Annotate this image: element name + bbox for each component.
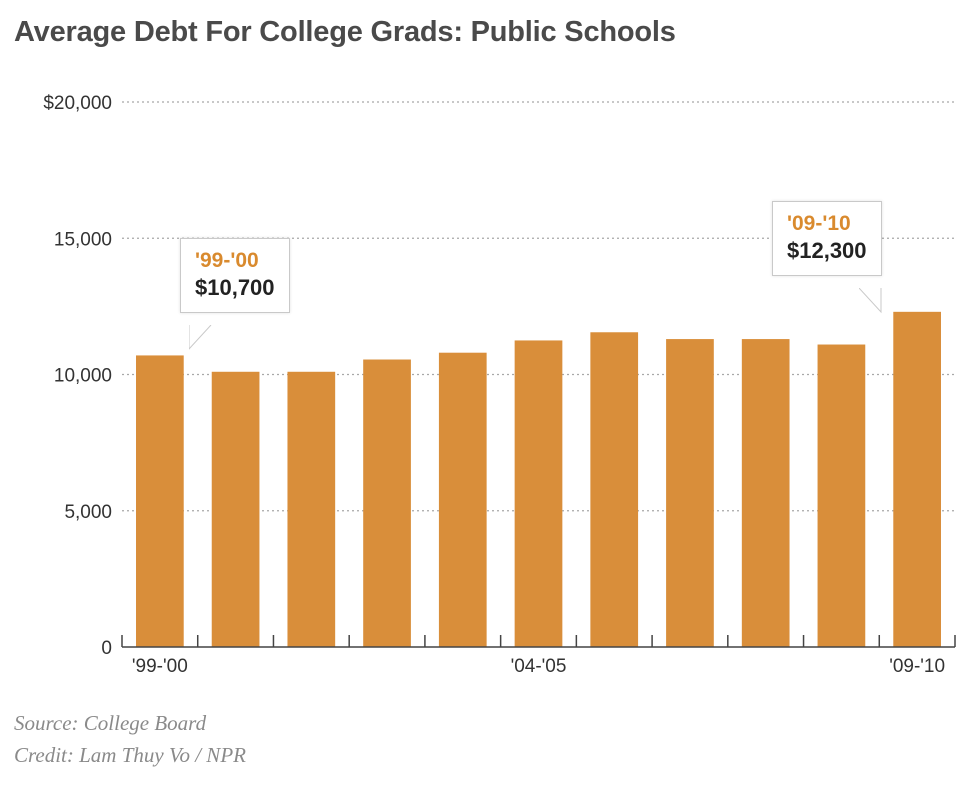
bar xyxy=(666,339,714,647)
x-tick-label: '09-'10 xyxy=(889,656,945,677)
bar xyxy=(211,371,260,647)
bar xyxy=(363,359,411,647)
annotation-callout-last: '09-'10 $12,300 xyxy=(772,201,882,314)
annotation-value: $10,700 xyxy=(195,275,275,300)
y-tick-label: 0 xyxy=(101,638,112,659)
bar xyxy=(741,339,790,647)
y-tick-label: $20,000 xyxy=(43,93,112,114)
bar xyxy=(514,340,563,647)
bar-chart: 0 5,000 10,000 15,000 $20,000 '99-'00 '04-'05… xyxy=(43,93,956,677)
x-axis-tick-labels: '99-'00 '04-'05 '09-'10 xyxy=(132,656,945,677)
bar xyxy=(590,332,639,647)
bar xyxy=(136,355,184,647)
bar xyxy=(287,371,336,647)
y-tick-label: 10,000 xyxy=(54,366,112,387)
callout-pointer xyxy=(859,288,882,314)
x-tick-label: '04-'05 xyxy=(511,656,567,677)
annotation-value: $12,300 xyxy=(787,238,867,263)
x-axis xyxy=(121,635,956,648)
y-axis-tick-labels: 0 5,000 10,000 15,000 $20,000 xyxy=(43,93,112,659)
annotation-period: '09-'10 xyxy=(787,212,851,235)
bars xyxy=(136,311,941,647)
chart-title: Average Debt For College Grads: Public S… xyxy=(14,16,676,48)
bar xyxy=(438,352,487,647)
y-tick-label: 5,000 xyxy=(64,502,112,523)
callout-pointer xyxy=(189,325,212,350)
annotation-callout-first: '99-'00 $10,700 xyxy=(180,238,290,350)
annotation-period: '99-'00 xyxy=(195,249,259,272)
bar xyxy=(893,311,941,647)
y-tick-label: 15,000 xyxy=(54,229,112,250)
x-tick-label: '99-'00 xyxy=(132,656,188,677)
credit-note: Credit: Lam Thuy Vo / NPR xyxy=(14,743,246,767)
bar xyxy=(817,344,866,647)
source-note: Source: College Board xyxy=(14,711,207,735)
